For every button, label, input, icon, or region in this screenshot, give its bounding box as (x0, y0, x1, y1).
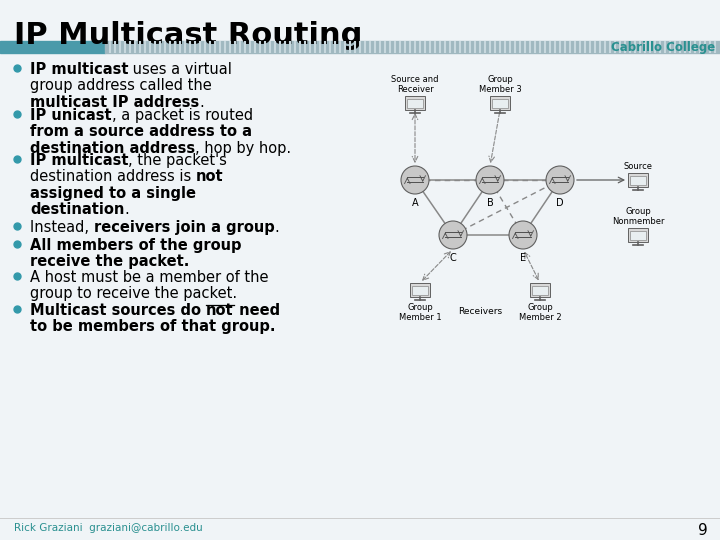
Text: , hop by hop.: , hop by hop. (195, 140, 292, 156)
Bar (628, 228, 648, 242)
Text: to be members of that group.: to be members of that group. (30, 319, 276, 334)
Bar (407, 99, 423, 108)
Text: D: D (556, 198, 564, 208)
Text: not: not (206, 303, 234, 318)
Bar (410, 283, 430, 297)
Text: E: E (520, 253, 526, 263)
Text: 9: 9 (698, 523, 708, 538)
Text: need: need (234, 303, 280, 318)
Text: All members of the group: All members of the group (30, 238, 241, 253)
Text: destination: destination (30, 202, 125, 217)
Text: Cabrillo College: Cabrillo College (611, 40, 715, 53)
Text: Rick Graziani  graziani@cabrillo.edu: Rick Graziani graziani@cabrillo.edu (14, 523, 203, 533)
Text: B: B (487, 198, 493, 208)
Text: not: not (196, 169, 223, 184)
Circle shape (401, 166, 429, 194)
Text: group to receive the packet.: group to receive the packet. (30, 286, 237, 301)
Text: C: C (449, 253, 456, 263)
Text: .: . (125, 202, 129, 217)
Text: Source and
Receiver: Source and Receiver (391, 75, 438, 94)
Text: receivers join a group: receivers join a group (94, 220, 274, 235)
Text: A: A (412, 198, 418, 208)
Bar (532, 286, 548, 295)
Text: receive the packet.: receive the packet. (30, 254, 189, 269)
Text: assigned to a single: assigned to a single (30, 186, 196, 200)
Text: Source: Source (624, 162, 652, 171)
Text: , the packet's: , the packet's (128, 153, 228, 168)
Circle shape (509, 221, 537, 249)
Bar (490, 96, 510, 110)
Text: IP unicast: IP unicast (30, 108, 112, 123)
Bar (630, 231, 646, 240)
Bar (0, 41, 105, 53)
Text: IP Multicast Routing: IP Multicast Routing (14, 21, 362, 50)
Text: Receivers: Receivers (458, 307, 502, 316)
Bar (530, 283, 550, 297)
Bar (628, 173, 648, 187)
Circle shape (546, 166, 574, 194)
Text: from a source address to a: from a source address to a (30, 124, 252, 139)
Text: Multicast sources do: Multicast sources do (30, 303, 206, 318)
Text: Group
Member 3: Group Member 3 (479, 75, 521, 94)
Text: Group
Nonmember: Group Nonmember (612, 207, 665, 226)
Text: .: . (274, 220, 279, 235)
Text: Instead,: Instead, (30, 220, 94, 235)
Circle shape (476, 166, 504, 194)
Text: multicast IP address: multicast IP address (30, 94, 199, 110)
Text: group address called the: group address called the (30, 78, 212, 93)
Text: destination address is: destination address is (30, 169, 196, 184)
Text: uses a virtual: uses a virtual (128, 62, 233, 77)
Text: , a packet is routed: , a packet is routed (112, 108, 253, 123)
Bar (105, 41, 720, 53)
Bar (630, 176, 646, 185)
Bar (405, 96, 425, 110)
Text: destination address: destination address (30, 140, 195, 156)
Bar (492, 99, 508, 108)
Text: IP multicast: IP multicast (30, 62, 128, 77)
Text: A host must be a member of the: A host must be a member of the (30, 270, 269, 285)
Circle shape (439, 221, 467, 249)
Text: IP multicast: IP multicast (30, 153, 128, 168)
Text: Group
Member 1: Group Member 1 (399, 303, 441, 322)
Text: Group
Member 2: Group Member 2 (518, 303, 562, 322)
Text: .: . (199, 94, 204, 110)
Bar (412, 286, 428, 295)
